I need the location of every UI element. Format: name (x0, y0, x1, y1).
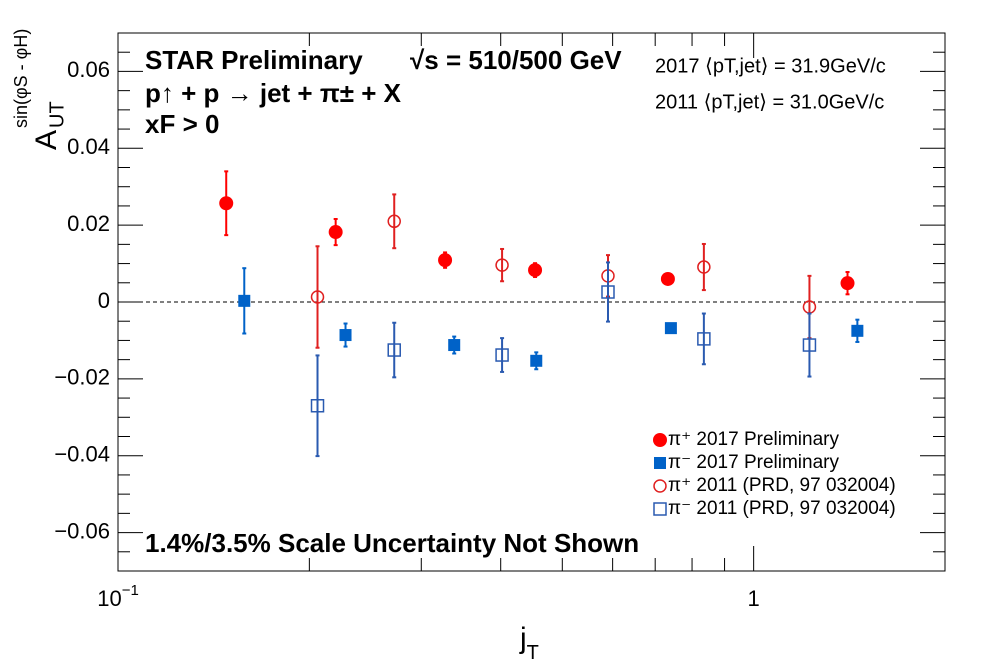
point (653, 479, 667, 493)
point (448, 339, 461, 352)
legend-label: π⁺ 2017 Preliminary (668, 429, 839, 450)
legend-label: π⁺ 2011 (PRD, 97 032004) (668, 475, 896, 496)
y-tick-label: −0.04 (54, 442, 110, 467)
x-axis-label: jT (519, 622, 539, 664)
legend-entry: π⁻ 2017 Preliminary (654, 452, 839, 473)
point (653, 502, 667, 516)
point (654, 457, 666, 469)
y-tick-label: 0 (98, 288, 110, 313)
y-label-sup: sin(φS - φH) (11, 29, 31, 128)
point (528, 263, 543, 278)
annotation: p↑ + p → jet + π± + X (145, 78, 402, 108)
point (310, 399, 325, 413)
point (697, 332, 711, 346)
annotation: 2011 ⟨pT,jet⟩ = 31.0GeV/c (655, 91, 884, 113)
point (310, 290, 325, 304)
point (660, 271, 675, 286)
x-tick-label: 1 (748, 586, 760, 611)
y-axis-label: A UT sin(φS - φH) (11, 29, 69, 150)
x-tick-label-base: 10 (97, 586, 121, 611)
point (664, 322, 677, 335)
point (238, 294, 251, 307)
legend-entry: π⁺ 2011 (PRD, 97 032004) (653, 475, 896, 496)
x-label-main: j (519, 622, 527, 655)
y-tick-label: 0.02 (67, 211, 110, 236)
legend-label: π⁻ 2011 (PRD, 97 032004) (668, 498, 896, 519)
y-label-sub: UT (46, 101, 68, 128)
y-tick-label: −0.06 (54, 518, 110, 543)
point (851, 324, 864, 337)
y-tick-label: 0.04 (67, 134, 110, 159)
point (802, 338, 817, 352)
legend-entry: π⁻ 2011 (PRD, 97 032004) (653, 498, 896, 519)
annotation: 2017 ⟨pT,jet⟩ = 31.9GeV/c (655, 55, 886, 77)
x-tick-label: 10−1 (97, 582, 139, 611)
point (697, 260, 711, 274)
point (339, 329, 352, 342)
legend-entry: π⁺ 2017 Preliminary (653, 429, 839, 450)
point (495, 258, 509, 272)
point (438, 253, 453, 268)
annotation: 1.4%/3.5% Scale Uncertainty Not Shown (145, 528, 639, 558)
annotation: xF > 0 (145, 109, 219, 139)
y-label-main: A (30, 130, 63, 150)
point (495, 348, 509, 362)
point (601, 285, 615, 299)
point (387, 343, 401, 357)
y-tick-label: −0.02 (54, 365, 110, 390)
legend-label: π⁻ 2017 Preliminary (668, 452, 839, 473)
x-tick-label-sup: −1 (122, 582, 139, 599)
annotation: √s = 510/500 GeV (410, 45, 622, 75)
point (653, 433, 667, 447)
y-tick-label: 0.06 (67, 57, 110, 82)
point (219, 196, 234, 211)
annotation: STAR Preliminary (145, 45, 363, 75)
point (840, 276, 855, 291)
point (530, 354, 543, 367)
point (328, 225, 343, 240)
point (387, 214, 401, 229)
x-label-sub: T (527, 642, 539, 664)
